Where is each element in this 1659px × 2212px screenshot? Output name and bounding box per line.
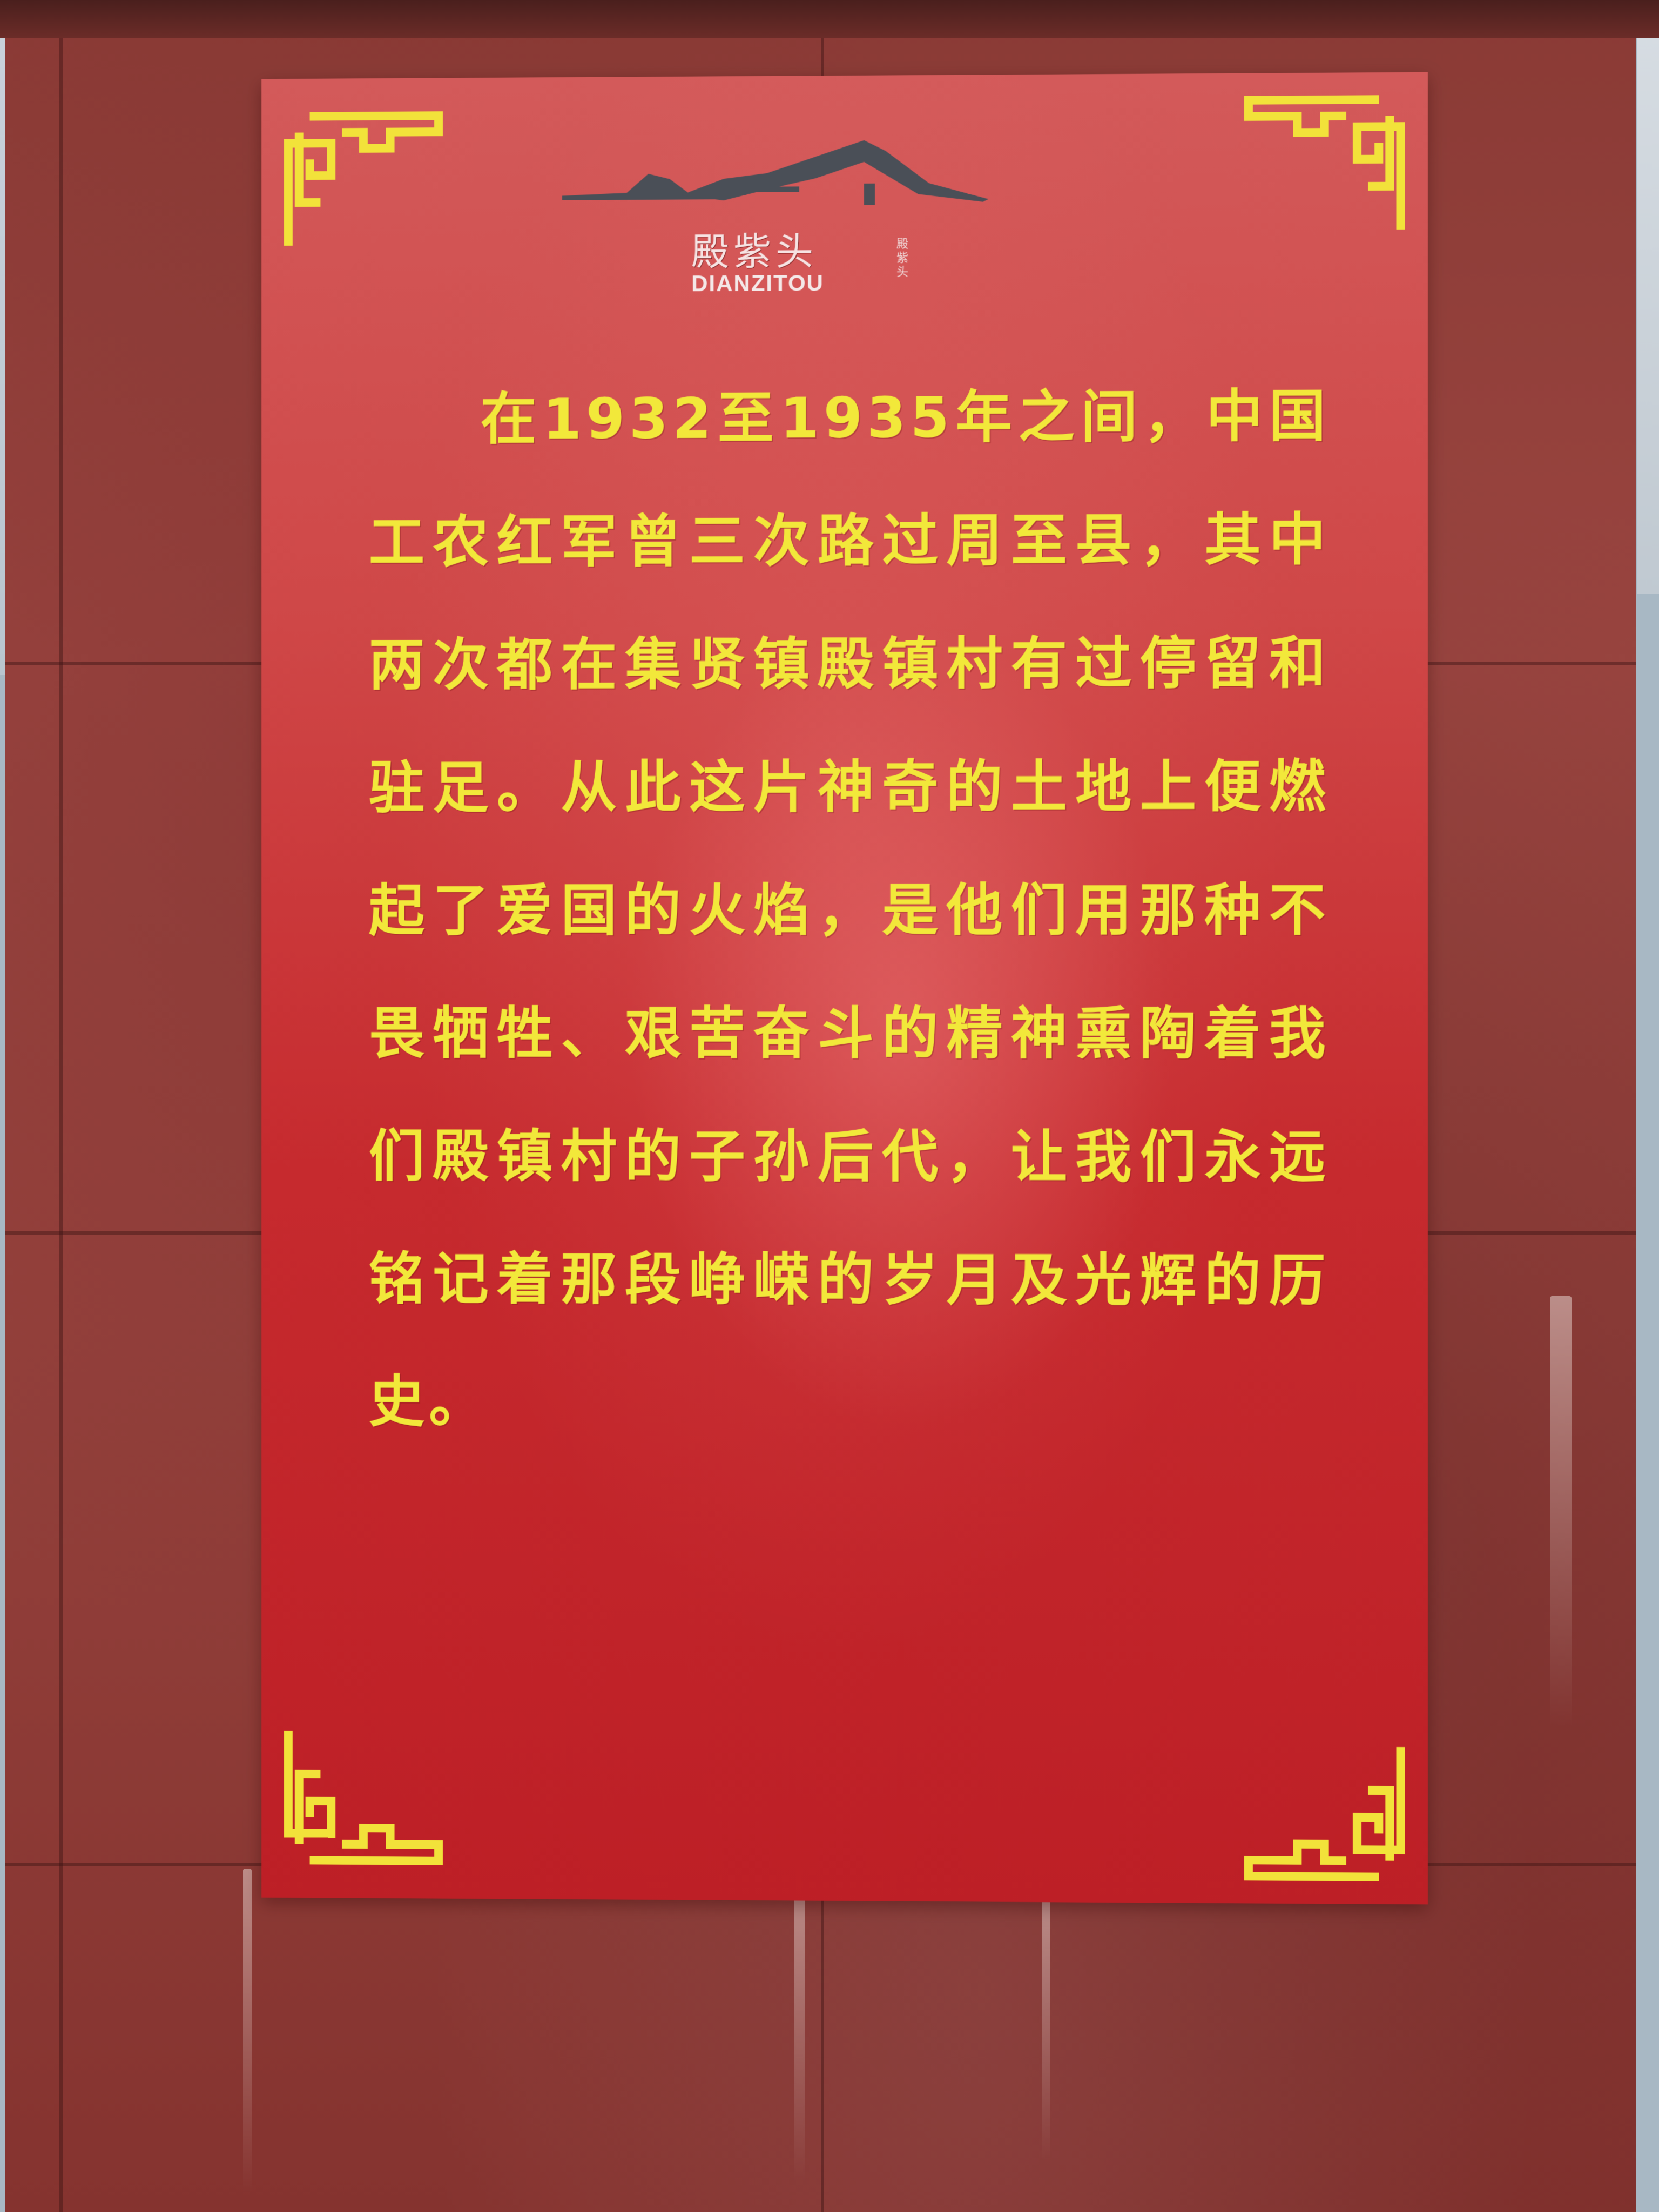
fret-corner-icon (283, 1725, 444, 1866)
fret-corner-icon (1243, 94, 1406, 235)
fret-corner-icon (283, 110, 444, 251)
logo-seal: 殿紫头 (896, 237, 913, 279)
logo-name: 殿紫头 (691, 221, 818, 276)
logo-romanized: DIANZITOU (691, 270, 824, 296)
sign-paragraph: 在1932至1935年之间，中国工农红军曾三次路过周至县，其中两次都在集贤镇殿镇… (369, 354, 1330, 1466)
sky-right (1637, 0, 1659, 594)
wall-streak (1042, 1890, 1050, 2160)
wall-streak (1550, 1296, 1572, 1728)
wall-cap (0, 0, 1659, 38)
fret-corner-icon (1243, 1741, 1406, 1883)
red-sign-board: 殿紫头 DIANZITOU 殿紫头 在1932至1935年之间，中国工农红军曾三… (261, 72, 1428, 1905)
wall-seam (59, 0, 63, 2212)
wall-streak (243, 1869, 252, 2193)
wall-streak (794, 1879, 805, 2182)
